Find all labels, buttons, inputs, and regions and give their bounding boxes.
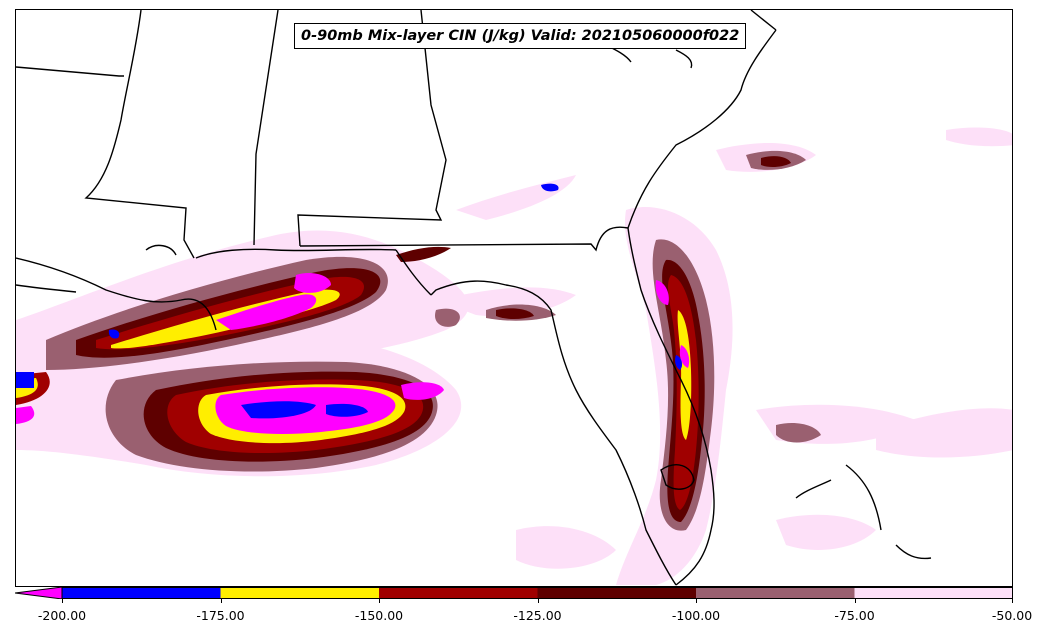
coastlines-and-borders	[16, 10, 932, 586]
colorbar-segment	[696, 587, 855, 599]
colorbar-segment	[537, 587, 696, 599]
colorbar-tick-label: -150.00	[354, 608, 404, 623]
map-panel: 0-90mb Mix-layer CIN (J/kg) Valid: 20210…	[15, 9, 1013, 587]
cin-map	[16, 10, 1012, 586]
colorbar-segment	[62, 587, 221, 599]
colorbar-segments	[62, 587, 1013, 599]
colorbar-tick-label: -125.00	[513, 608, 562, 623]
colorbar-tick-mark	[537, 599, 539, 603]
colorbar-tick-mark	[696, 599, 697, 603]
colorbar-tick-mark	[62, 599, 63, 603]
colorbar-tick-label: -175.00	[196, 608, 245, 623]
colorbar-tick-label: -50.00	[991, 608, 1033, 623]
colorbar-tick-label: -75.00	[834, 608, 875, 623]
colorbar-tick-mark	[379, 599, 380, 603]
colorbar	[15, 587, 1013, 599]
colorbar-segment	[854, 587, 1013, 599]
colorbar-tick-mark	[854, 599, 856, 603]
map-title: 0-90mb Mix-layer CIN (J/kg) Valid: 20210…	[294, 23, 747, 49]
colorbar-tick-mark	[220, 599, 222, 603]
colorbar-segment	[220, 587, 379, 599]
colorbar-under-triangle	[15, 587, 63, 599]
colorbar-tick-label: -100.00	[671, 608, 721, 623]
colorbar-tick-mark	[1012, 599, 1013, 603]
cin-band-blue	[16, 183, 683, 419]
colorbar-segment	[379, 587, 538, 599]
colorbar-tick-label: -200.00	[37, 608, 87, 623]
